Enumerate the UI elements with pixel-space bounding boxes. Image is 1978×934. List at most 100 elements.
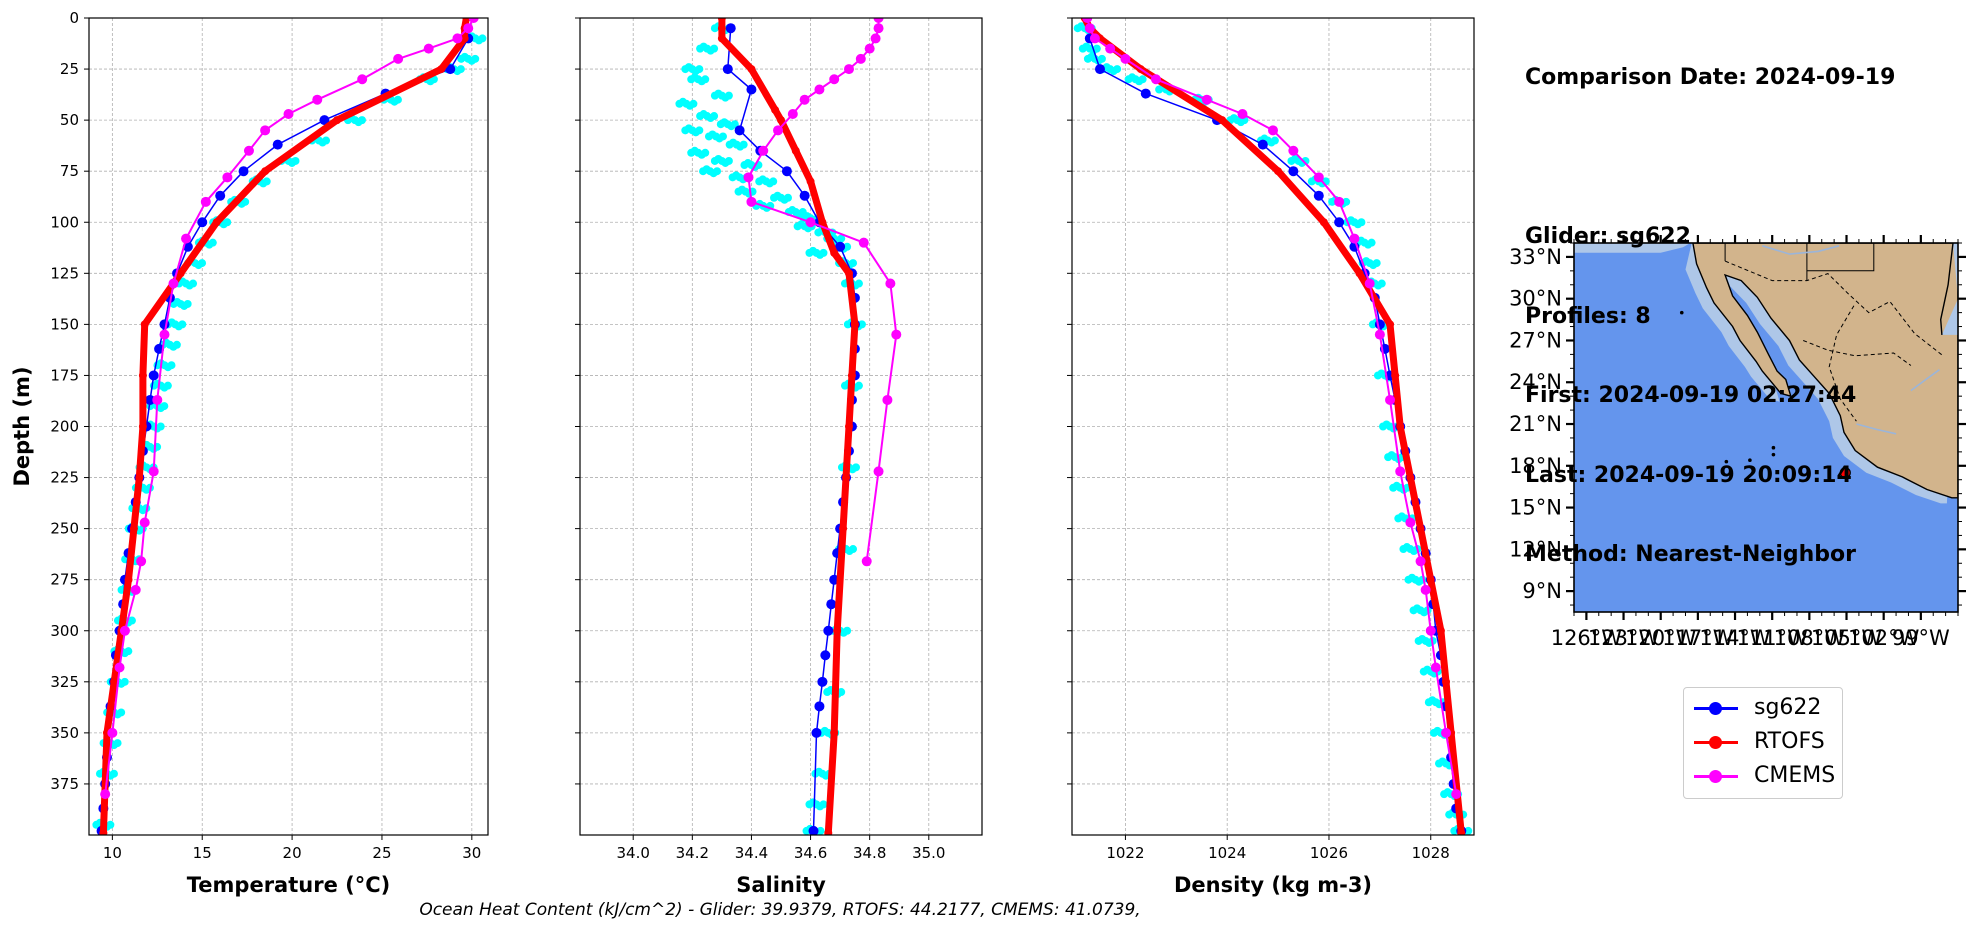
glider-profile-point — [849, 259, 858, 268]
lat-tick-label: 9°N — [1522, 579, 1562, 603]
series-point-rtofs — [1426, 575, 1435, 584]
series-point-rtofs — [844, 269, 853, 278]
series-point-cmems — [773, 125, 784, 136]
series-point-cmems — [882, 394, 893, 405]
glider-profile-point — [1138, 75, 1147, 84]
x-axis-label: Temperature (°C) — [187, 873, 390, 897]
y-axis-label: Depth (m) — [10, 366, 34, 486]
glider-profile-point — [739, 140, 748, 149]
series-point-rtofs — [1218, 116, 1227, 125]
y-tick-label: 25 — [60, 60, 79, 78]
series-point-cmems — [159, 329, 170, 340]
glider-profile-point — [695, 126, 704, 135]
series-point-rtofs — [850, 320, 859, 329]
x-tick-label: 30 — [462, 844, 481, 862]
legend-marker — [1709, 736, 1722, 749]
series-point-cmems — [139, 517, 150, 528]
series-point-cmems — [168, 278, 179, 289]
glider-profile-point — [701, 75, 710, 84]
series-point-cmems — [1089, 33, 1100, 44]
lon-tick-label: 120°W — [1625, 626, 1697, 650]
glider-profile-point — [172, 340, 181, 349]
series-point-sg622 — [799, 190, 810, 201]
series-line-rtofs — [718, 18, 859, 834]
series-point-cmems — [152, 394, 163, 405]
glider-profile-point — [710, 112, 719, 121]
series-point-sg622 — [820, 650, 831, 661]
lon-tick-label: 99°W — [1892, 626, 1950, 650]
series-point-rtofs — [842, 473, 851, 482]
glider-profile-point — [843, 242, 852, 251]
glider-profile-point — [1270, 136, 1279, 145]
axes-frame — [88, 17, 489, 836]
glider-profile-point — [718, 132, 727, 141]
plot-area — [675, 18, 902, 835]
legend-marker — [1709, 770, 1722, 783]
glider-profile-point — [241, 197, 250, 206]
y-tick-label: 375 — [50, 775, 79, 793]
series-point-rtofs — [844, 422, 853, 431]
landmass — [1692, 243, 1958, 499]
series-point-sg622 — [1313, 190, 1324, 201]
x-axis-label: Density (kg m-3) — [1174, 873, 1372, 897]
series-point-cmems — [1374, 329, 1385, 340]
x-tick-label: 1024 — [1208, 844, 1246, 862]
glider-profile-point — [1372, 259, 1381, 268]
x-tick-label: 35.0 — [912, 844, 945, 862]
y-tick-label: 75 — [60, 162, 79, 180]
series-point-cmems — [423, 43, 434, 54]
series-point-cmems — [1430, 662, 1441, 673]
series-point-sg622 — [319, 115, 330, 126]
plot-area — [92, 18, 487, 835]
series-point-rtofs — [771, 105, 780, 114]
lat-tick-label: 18°N — [1509, 454, 1562, 478]
glider-profile-point — [724, 91, 733, 100]
info-spacer — [1525, 145, 1895, 172]
series-point-cmems — [463, 23, 474, 34]
x-tick-label: 34.8 — [853, 844, 886, 862]
series-point-cmems — [107, 727, 118, 738]
y-tick-label: 50 — [60, 111, 79, 129]
y-tick-label: 0 — [69, 9, 79, 27]
y-tick-label: 350 — [50, 724, 79, 742]
glider-profile-point — [1357, 218, 1366, 227]
y-tick-label: 325 — [50, 673, 79, 691]
river — [1762, 245, 1840, 255]
y-tick-label: 200 — [50, 418, 79, 436]
axes-frame — [579, 17, 983, 836]
profile-panel-1: 34.0 34.2 34.4 34.6 34.8 35.0 Salinity — [575, 17, 983, 897]
x-tick-label: 34.6 — [794, 844, 827, 862]
series-point-cmems — [1288, 145, 1299, 156]
series-point-cmems — [870, 33, 881, 44]
series-point-sg622 — [826, 599, 837, 610]
lon-tick-label: 126°W — [1551, 626, 1623, 650]
series-point-rtofs — [1416, 524, 1425, 533]
series-point-cmems — [873, 466, 884, 477]
gulf-shelf — [1941, 243, 1958, 335]
glider-profile-point — [189, 279, 198, 288]
series-point-rtofs — [717, 34, 726, 43]
series-point-rtofs — [135, 473, 144, 482]
series-point-sg622 — [1094, 64, 1105, 75]
series-point-rtofs — [717, 18, 726, 22]
series-line-sg622 — [1089, 38, 1463, 832]
legend: sg622 RTOFS CMEMS — [1683, 687, 1843, 799]
series-point-cmems — [114, 662, 125, 673]
legend-item-cmems: CMEMS — [1692, 761, 1837, 791]
series-point-cmems — [200, 196, 211, 207]
series-line-rtofs — [99, 18, 470, 834]
glider-profile-point — [843, 626, 852, 635]
glider-profile-point — [1097, 54, 1106, 63]
series-point-cmems — [1415, 556, 1426, 567]
series-point-rtofs — [462, 18, 471, 22]
glider-profile-point — [124, 647, 133, 656]
series-point-cmems — [1405, 517, 1416, 528]
series-point-sg622 — [154, 343, 165, 354]
series-point-sg622 — [445, 64, 456, 75]
series-point-rtofs — [839, 524, 848, 533]
glider-profile-point — [730, 120, 739, 129]
series-point-cmems — [1120, 53, 1131, 64]
glider-profile-point — [695, 65, 704, 74]
glider-profile-point — [291, 156, 300, 165]
series-point-cmems — [758, 145, 769, 156]
